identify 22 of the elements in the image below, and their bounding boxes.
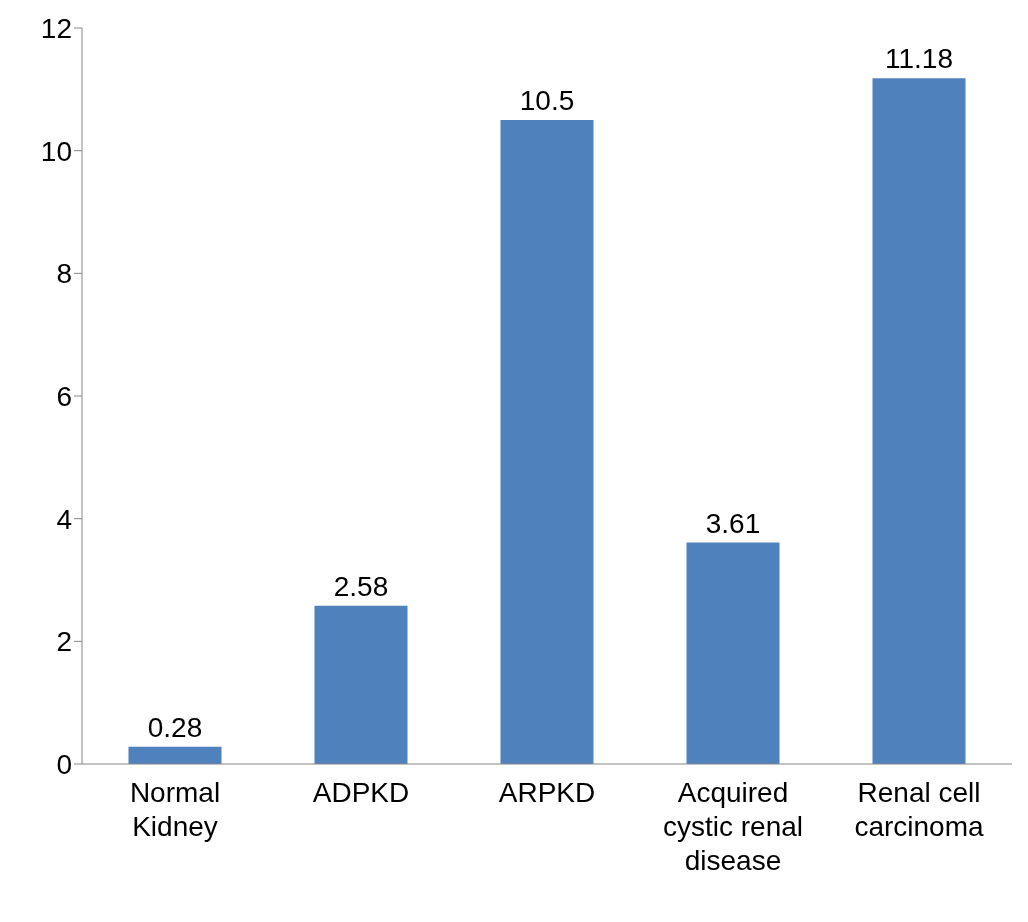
bar — [500, 120, 594, 764]
x-tick-label: ARPKD — [498, 777, 596, 808]
x-tick-label: Normal Kidney — [129, 777, 221, 842]
y-tick-label: 0 — [56, 748, 72, 780]
y-tick-label: 6 — [56, 380, 72, 412]
bar — [872, 78, 966, 764]
bar — [686, 542, 780, 764]
bar — [314, 605, 408, 764]
y-tick-label: 8 — [56, 258, 72, 290]
data-label: 10.5 — [519, 85, 575, 116]
x-tick-label: ADPKD — [312, 777, 410, 808]
y-tick-label: 2 — [56, 626, 72, 658]
y-tick-label: 12 — [40, 12, 72, 44]
x-tick-label: Acquired cystic renal disease — [662, 777, 804, 876]
bar — [128, 746, 222, 764]
y-tick-label: 10 — [40, 135, 72, 167]
data-label: 3.61 — [705, 507, 761, 539]
x-tick-label: Renal cell carcinoma — [854, 777, 984, 842]
y-tick-label: 4 — [56, 503, 72, 535]
data-label: 0.28 — [147, 711, 203, 743]
data-label: 11.18 — [885, 43, 953, 75]
data-label: 2.58 — [333, 570, 389, 602]
